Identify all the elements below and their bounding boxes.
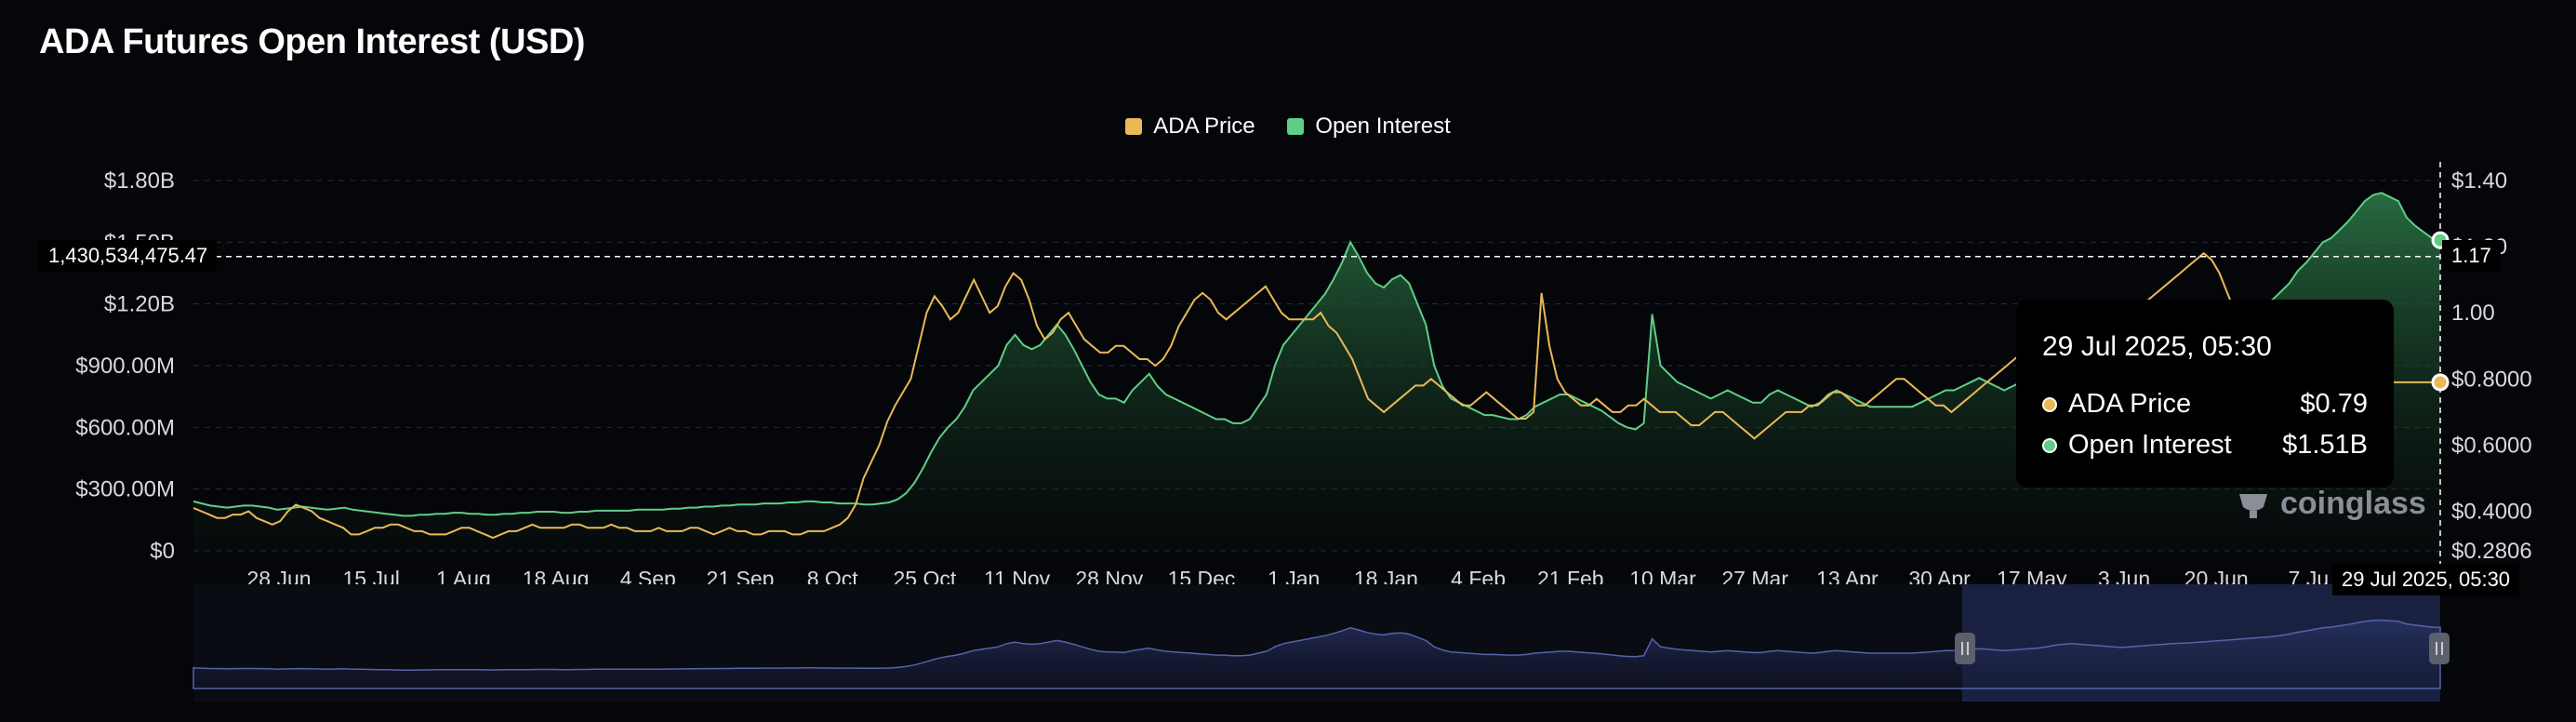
open-interest-area	[193, 193, 2440, 552]
crosshair-dot-ada-price	[2431, 373, 2450, 392]
tooltip-row-ada-price: ADA Price $0.79	[2042, 389, 2368, 420]
tooltip-label-ada-price: ADA Price	[2068, 389, 2192, 419]
tooltip-dot-ada-price	[2042, 396, 2057, 412]
navigator	[193, 584, 2450, 702]
legend-swatch-open-interest	[1287, 118, 1305, 135]
coinglass-logo-icon	[2239, 493, 2267, 518]
watermark-text: coinglass	[2280, 486, 2426, 521]
y-axis-left: $0$300.00M$600.00M$900.00M$1.20B$1.50B$1…	[75, 168, 175, 564]
y-right-tick-label: $1.40	[2451, 168, 2507, 194]
y-right-tick-label: $0.6000	[2451, 433, 2532, 458]
tooltip-value-open-interest: $1.51B	[2282, 430, 2368, 460]
legend-label-ada-price: ADA Price	[1153, 114, 1255, 139]
y-right-tick-label: 1.00	[2451, 301, 2495, 326]
crosshair-x-label: 29 Jul 2025, 05:30	[2332, 564, 2520, 595]
tooltip: 29 Jul 2025, 05:30 ADA Price $0.79 Open …	[2016, 300, 2394, 488]
tooltip-dot-open-interest	[2042, 437, 2057, 453]
y-left-tick-label: $600.00M	[75, 415, 175, 440]
y-left-tick-label: $1.80B	[104, 168, 175, 194]
tooltip-row-open-interest: Open Interest $1.51B	[2042, 430, 2368, 461]
chart-legend: ADA Price Open Interest	[0, 114, 2576, 141]
legend-swatch-ada-price	[1125, 118, 1143, 135]
legend-item-ada-price[interactable]: ADA Price	[1125, 114, 1255, 140]
legend-item-open-interest[interactable]: Open Interest	[1287, 114, 1451, 140]
y-left-tick-label: $900.00M	[75, 354, 175, 379]
tooltip-label-open-interest: Open Interest	[2068, 430, 2232, 460]
chart-title: ADA Futures Open Interest (USD)	[39, 22, 585, 61]
watermark: coinglass	[2236, 486, 2426, 522]
y-axis-right: $0.2806$0.4000$0.6000$0.80001.00$1.20$1.…	[2451, 168, 2532, 564]
navigator-handle-left[interactable]	[1955, 633, 1975, 664]
y-right-tick-label: $0.4000	[2451, 500, 2532, 525]
y-left-tick-label: $1.20B	[104, 292, 175, 317]
y-right-tick-label: $0.2806	[2451, 539, 2532, 564]
crosshair-right-label: 1.17	[2442, 240, 2501, 272]
y-left-tick-label: $0	[150, 539, 175, 564]
tooltip-value-ada-price: $0.79	[2300, 389, 2368, 419]
y-left-tick-label: $300.00M	[75, 477, 175, 502]
tooltip-time: 29 Jul 2025, 05:30	[2042, 331, 2272, 362]
navigator-handle-right[interactable]	[2429, 633, 2450, 664]
crosshair-y-label: 1,430,534,475.47	[39, 240, 218, 272]
navigator-area	[193, 619, 2441, 689]
legend-label-open-interest: Open Interest	[1315, 114, 1451, 139]
y-right-tick-label: $0.8000	[2451, 367, 2532, 392]
